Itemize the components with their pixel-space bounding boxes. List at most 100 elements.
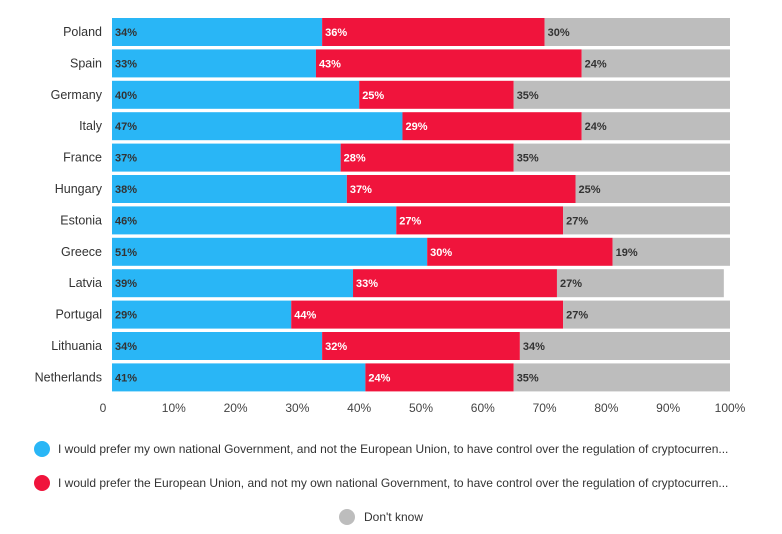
bar-segment xyxy=(315,49,582,78)
data-label: 47% xyxy=(115,121,137,133)
x-tick-label: 0 xyxy=(100,401,107,415)
category-label: Spain xyxy=(70,56,102,70)
bar-segment xyxy=(427,237,613,266)
data-label: 33% xyxy=(115,58,137,70)
bar-segment xyxy=(112,363,366,392)
bar-segment xyxy=(322,332,520,360)
legend-swatch xyxy=(34,441,50,457)
data-label: 37% xyxy=(115,153,137,165)
data-label: 33% xyxy=(356,278,378,290)
bar-segment xyxy=(112,143,341,172)
legend-label: I would prefer my own national Governmen… xyxy=(58,442,728,456)
data-label: 28% xyxy=(344,153,366,165)
bar-segment xyxy=(612,237,730,266)
data-label: 29% xyxy=(405,121,427,133)
category-labels: Poland Spain Germany Italy France Hungary Esto… xyxy=(35,25,103,384)
x-tick-label: 60% xyxy=(471,401,495,415)
bar-segment xyxy=(581,112,730,141)
category-label: France xyxy=(63,151,102,165)
data-label: 24% xyxy=(368,372,390,384)
data-label: 41% xyxy=(115,372,137,384)
bar-segment xyxy=(353,269,557,298)
bar-segment xyxy=(519,332,730,360)
bar-segment xyxy=(112,112,403,141)
data-label: 32% xyxy=(325,341,347,353)
data-label: 25% xyxy=(362,90,384,102)
bar-segment xyxy=(112,300,292,329)
bar-segment xyxy=(291,300,564,329)
data-label: 30% xyxy=(430,247,452,259)
data-label: 24% xyxy=(585,58,607,70)
bar-segment xyxy=(359,80,514,109)
data-label: 38% xyxy=(115,184,137,196)
category-label: Estonia xyxy=(60,213,102,227)
bar-segment xyxy=(563,206,730,235)
data-label: 24% xyxy=(585,121,607,133)
bar-segment xyxy=(112,269,354,298)
data-label: 40% xyxy=(115,90,137,102)
x-tick-label: 80% xyxy=(594,401,618,415)
x-tick-label: 70% xyxy=(533,401,557,415)
bar-segment xyxy=(513,363,730,392)
legend-label: I would prefer the European Union, and n… xyxy=(58,476,728,490)
data-label: 35% xyxy=(517,90,539,102)
category-label: Netherlands xyxy=(35,370,102,384)
legend-swatch xyxy=(339,509,355,525)
data-label: 35% xyxy=(517,372,539,384)
bar-segment xyxy=(322,18,545,46)
x-tick-label: 30% xyxy=(285,401,309,415)
x-tick-label: 50% xyxy=(409,401,433,415)
bar-segment xyxy=(513,80,730,109)
bar-segment xyxy=(513,143,730,172)
data-label: 44% xyxy=(294,310,316,322)
data-label: 43% xyxy=(319,58,341,70)
data-label: 34% xyxy=(523,341,545,353)
data-label: 34% xyxy=(115,27,137,39)
data-label: 30% xyxy=(548,27,570,39)
bars-layer: 34% 36% 30% 33% 43% 24% 40% 25% 35% 47% 29% 24% 37% 2… xyxy=(112,18,730,392)
category-label: Hungary xyxy=(55,182,103,196)
legend: I would prefer my own national Governmen… xyxy=(34,441,728,525)
data-label: 27% xyxy=(399,215,421,227)
bar-segment xyxy=(402,112,582,141)
data-label: 25% xyxy=(579,184,601,196)
x-tick-label: 90% xyxy=(656,401,680,415)
data-label: 39% xyxy=(115,278,137,290)
data-label: 27% xyxy=(560,278,582,290)
bar-segment xyxy=(112,206,397,235)
category-label: Poland xyxy=(63,25,102,39)
bar-segment xyxy=(112,80,360,109)
x-axis-ticks: 0 10% 20% 30% 40% 50% 60% 70% 80% 90% 100% xyxy=(100,401,746,415)
data-label: 36% xyxy=(325,27,347,39)
x-tick-label: 40% xyxy=(347,401,371,415)
category-label: Italy xyxy=(79,119,103,133)
bar-segment xyxy=(112,175,347,203)
bar-segment xyxy=(581,49,730,78)
legend-swatch xyxy=(34,475,50,491)
bar-segment xyxy=(112,332,323,360)
data-label: 46% xyxy=(115,215,137,227)
bar-segment xyxy=(340,143,514,172)
data-label: 37% xyxy=(350,184,372,196)
bar-segment xyxy=(544,18,730,46)
category-label: Greece xyxy=(61,245,102,259)
category-label: Germany xyxy=(51,88,103,102)
bar-segment xyxy=(365,363,514,392)
bar-segment xyxy=(346,175,576,203)
bar-segment xyxy=(563,300,730,329)
category-label: Portugal xyxy=(55,308,102,322)
bar-segment xyxy=(112,237,428,266)
bar-segment xyxy=(396,206,564,235)
x-tick-label: 10% xyxy=(162,401,186,415)
data-label: 27% xyxy=(566,215,588,227)
data-label: 34% xyxy=(115,341,137,353)
x-tick-label: 100% xyxy=(715,401,746,415)
bar-segment xyxy=(112,18,323,46)
bar-segment xyxy=(556,269,724,298)
data-label: 35% xyxy=(517,153,539,165)
bar-segment xyxy=(112,49,316,78)
data-label: 19% xyxy=(616,247,638,259)
data-label: 29% xyxy=(115,310,137,322)
category-label: Latvia xyxy=(69,276,102,290)
